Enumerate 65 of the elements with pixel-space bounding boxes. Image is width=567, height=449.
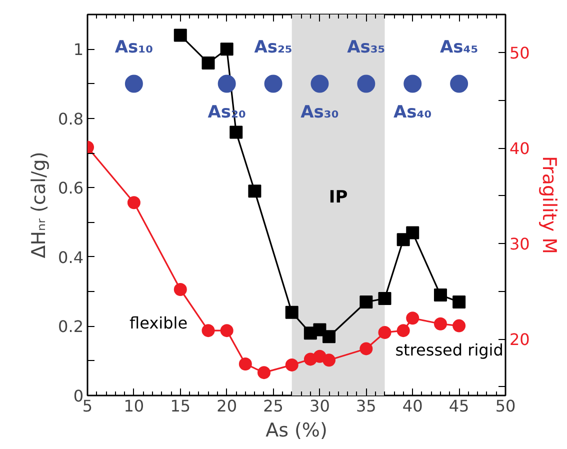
x-tick-label: 30	[310, 396, 330, 416]
annotation: As₃₅	[347, 38, 386, 58]
point	[285, 358, 298, 372]
point	[285, 306, 298, 319]
x-tick-label: 35	[356, 396, 376, 416]
point	[264, 74, 282, 93]
point	[322, 354, 336, 367]
point	[396, 324, 410, 338]
y-axis-title: ΔHₙᵣ (cal/g)	[28, 152, 50, 258]
annotation: As₂₅	[254, 38, 292, 58]
y2-tick-label: 40	[510, 139, 530, 158]
annotation: As₁₀	[114, 38, 154, 58]
x-tick-label: 50	[495, 396, 516, 416]
y2-axis-title: Fragility M	[538, 156, 560, 254]
x-tick-label: 15	[170, 396, 191, 416]
point	[434, 317, 447, 330]
annotation: As₃₀	[300, 102, 339, 122]
point	[378, 326, 392, 339]
x-tick-label: 10	[124, 396, 144, 416]
point	[174, 283, 187, 296]
x-tick-label: 45	[448, 396, 470, 416]
y2-tick-label: 50	[510, 44, 530, 63]
point	[220, 324, 234, 338]
point	[218, 74, 236, 93]
x-tick-label: 40	[402, 396, 423, 416]
point	[378, 292, 392, 306]
point	[248, 184, 262, 198]
point	[202, 324, 215, 338]
point	[174, 28, 187, 42]
point	[202, 56, 215, 70]
point	[124, 74, 143, 93]
point	[406, 226, 420, 240]
point	[310, 74, 329, 93]
point	[220, 42, 234, 56]
point	[230, 126, 243, 139]
point	[452, 295, 466, 308]
point	[452, 319, 466, 332]
x-tick-label: 20	[216, 396, 238, 416]
point	[322, 330, 336, 344]
point	[360, 342, 373, 356]
y-tick-label: 0	[73, 386, 84, 406]
band-label: IP	[328, 187, 348, 208]
y-tick-label: 0.2	[58, 317, 84, 336]
point	[434, 288, 447, 302]
y-tick-label: 0.6	[58, 178, 84, 198]
point	[450, 74, 468, 93]
x-axis-title: As (%)	[266, 420, 328, 442]
y2-tick-label: 30	[510, 234, 530, 254]
point	[257, 366, 270, 380]
x-tick-label: 25	[263, 396, 284, 416]
point	[360, 295, 373, 308]
point	[406, 312, 420, 325]
y2-tick-label: 20	[510, 330, 530, 350]
point	[357, 74, 376, 93]
annotation: flexible	[130, 314, 188, 333]
y-tick-label: 1	[73, 40, 84, 60]
annotation: stressed rigid	[395, 340, 504, 360]
y-tick-label: 0.4	[58, 248, 84, 267]
point	[238, 358, 252, 370]
x-tick-label: 5	[82, 396, 93, 416]
y-tick-label: 0.8	[58, 109, 84, 128]
annotation: As₄₀	[394, 102, 432, 122]
annotation: As₄₅	[440, 38, 478, 58]
point	[127, 196, 140, 210]
point	[404, 74, 422, 93]
